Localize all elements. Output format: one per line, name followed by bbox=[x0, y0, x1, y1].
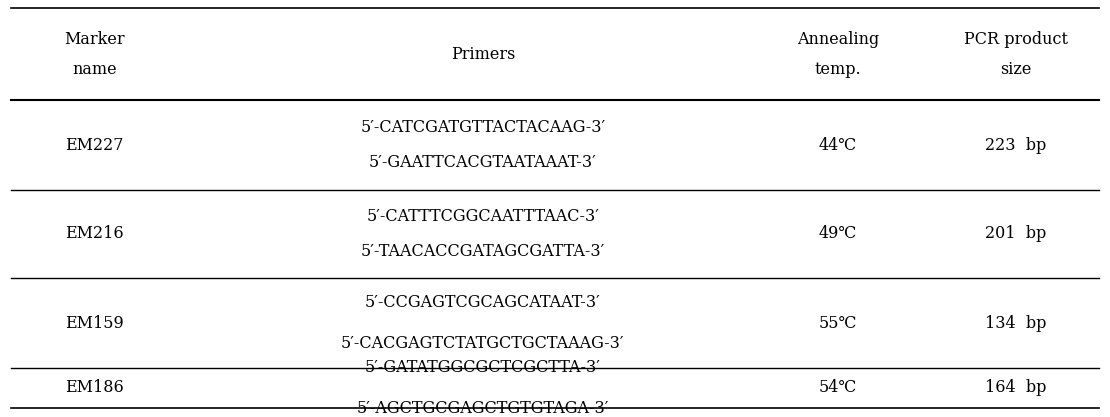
Text: 5′-CACGAGTCTATGCTGCTAAAG-3′: 5′-CACGAGTCTATGCTGCTAAAG-3′ bbox=[341, 334, 625, 352]
Text: 55℃: 55℃ bbox=[819, 314, 857, 332]
Text: 134  bp: 134 bp bbox=[985, 314, 1047, 332]
Text: PCR product
size: PCR product size bbox=[963, 30, 1068, 78]
Text: 5′-CCGAGTCGCAGCATAAT-3′: 5′-CCGAGTCGCAGCATAAT-3′ bbox=[365, 294, 601, 311]
Text: 5′-TAACACCGATAGCGATTA-3′: 5′-TAACACCGATAGCGATTA-3′ bbox=[361, 243, 605, 260]
Text: 5′-AGCTGCGAGCTGTGTAGA-3′: 5′-AGCTGCGAGCTGTGTAGA-3′ bbox=[356, 399, 609, 417]
Text: EM159: EM159 bbox=[65, 314, 123, 332]
Text: Marker
name: Marker name bbox=[64, 30, 124, 78]
Text: 5′-CATCGATGTTACTACAAG-3′: 5′-CATCGATGTTACTACAAG-3′ bbox=[361, 119, 605, 136]
Text: EM216: EM216 bbox=[65, 226, 123, 243]
Text: 5′-GATATGGCGCTCGCTTA-3′: 5′-GATATGGCGCTCGCTTA-3′ bbox=[365, 359, 601, 377]
Text: 44℃: 44℃ bbox=[819, 136, 857, 153]
Text: 201  bp: 201 bp bbox=[985, 226, 1047, 243]
Text: EM227: EM227 bbox=[65, 136, 123, 153]
Text: 5′-CATTTCGGCAATTTAAC-3′: 5′-CATTTCGGCAATTTAAC-3′ bbox=[366, 208, 599, 225]
Text: 49℃: 49℃ bbox=[819, 226, 857, 243]
Text: Annealing
temp.: Annealing temp. bbox=[797, 30, 879, 78]
Text: 5′-GAATTCACGTAATAAAT-3′: 5′-GAATTCACGTAATAAAT-3′ bbox=[369, 154, 597, 171]
Text: 223  bp: 223 bp bbox=[985, 136, 1047, 153]
Text: Primers: Primers bbox=[451, 45, 515, 63]
Text: EM186: EM186 bbox=[65, 379, 123, 397]
Text: 54℃: 54℃ bbox=[819, 379, 857, 397]
Text: 164  bp: 164 bp bbox=[985, 379, 1047, 397]
